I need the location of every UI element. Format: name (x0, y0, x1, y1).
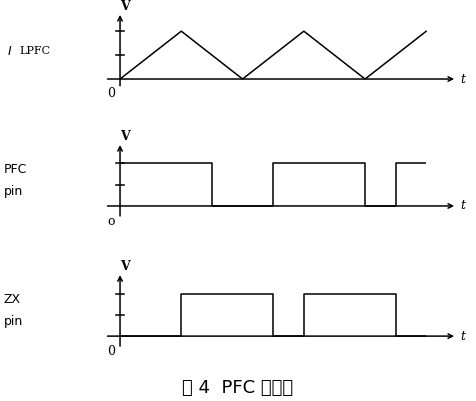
Text: t: t (460, 330, 465, 342)
Text: o: o (107, 215, 115, 228)
Text: $I$: $I$ (8, 45, 13, 58)
Text: 0: 0 (107, 346, 115, 358)
Text: 0: 0 (107, 87, 115, 100)
Text: t: t (460, 73, 465, 85)
Text: t: t (460, 199, 465, 213)
Text: V: V (120, 0, 129, 13)
Text: pin: pin (4, 184, 23, 198)
Text: V: V (120, 260, 129, 273)
Text: LPFC: LPFC (19, 46, 50, 56)
Text: V: V (120, 130, 129, 143)
Text: 图 4  PFC 的时序: 图 4 PFC 的时序 (182, 379, 294, 397)
Text: ZX: ZX (4, 294, 21, 306)
Text: PFC: PFC (4, 163, 27, 176)
Text: pin: pin (4, 315, 23, 328)
